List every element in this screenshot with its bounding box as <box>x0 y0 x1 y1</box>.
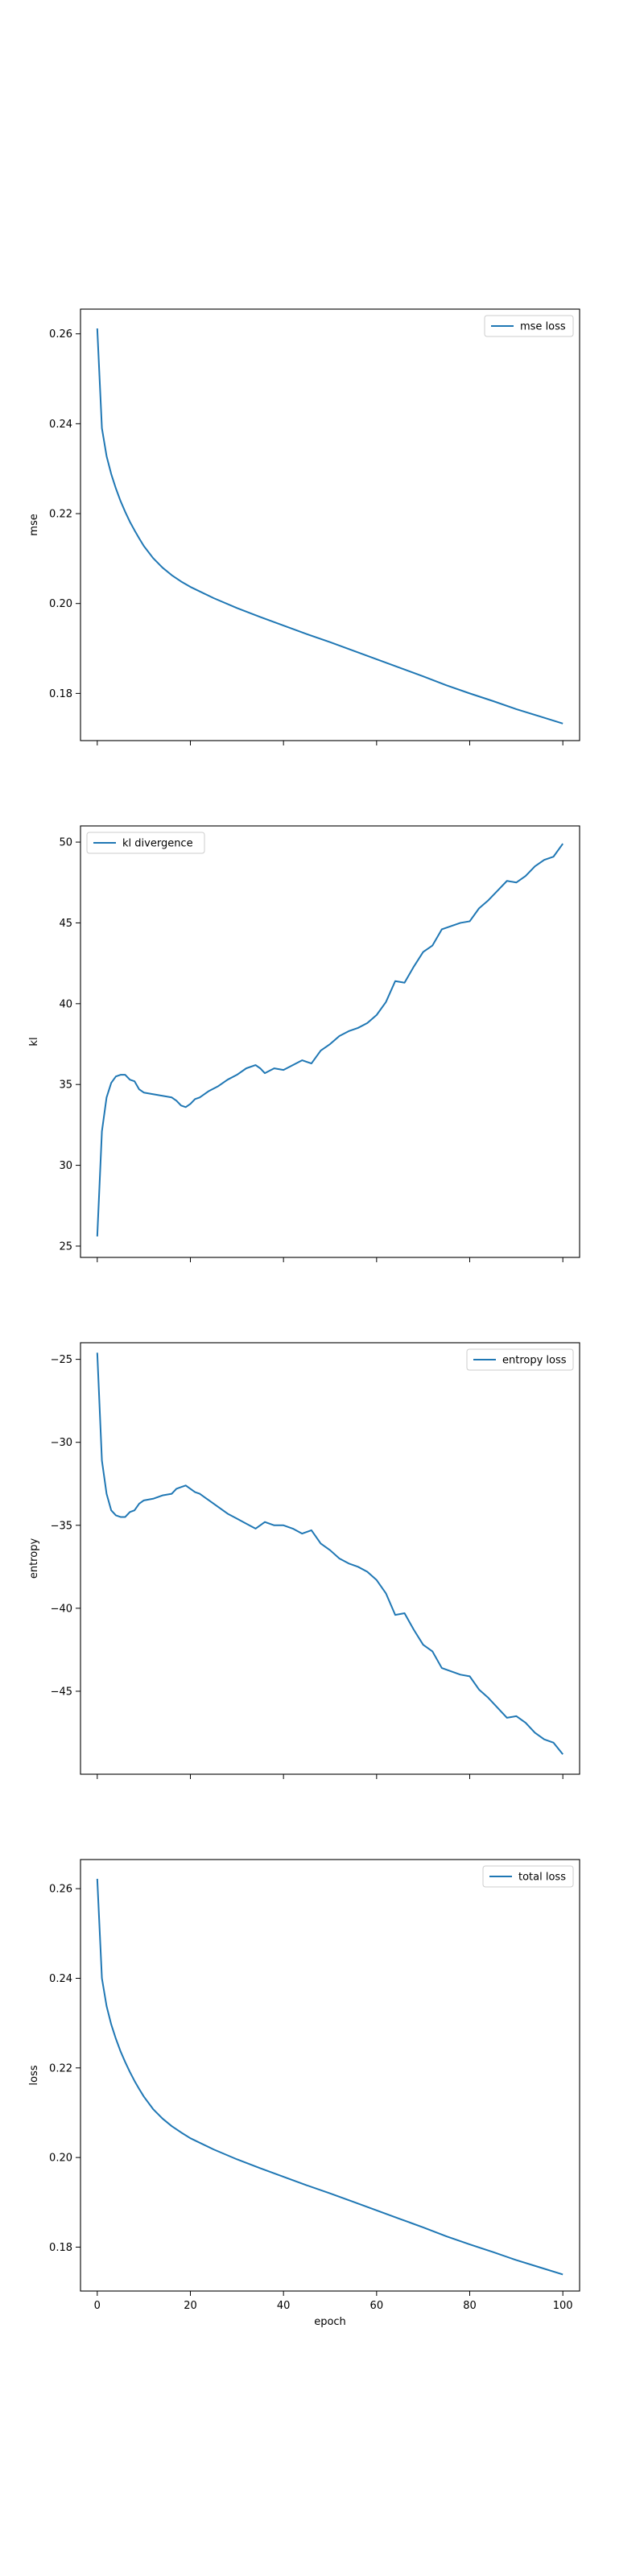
x-tick-label: 40 <box>277 2300 291 2312</box>
legend: mse loss <box>484 315 574 337</box>
legend-box <box>484 315 574 337</box>
subplot-4: 0 20 40 60 80 100 0.18 0.20 0.22 0.24 0.26 loss epoc… <box>28 1859 580 2328</box>
series-line-1 <box>96 328 564 724</box>
x-tick-label: 20 <box>184 2300 197 2312</box>
y-tick-label: 50 <box>59 837 72 849</box>
y-axis-title: kl <box>28 1037 40 1046</box>
y-tick-label: −35 <box>51 1520 72 1532</box>
axes-frame <box>80 825 580 1258</box>
y-tick-label: 25 <box>59 1241 72 1253</box>
legend: entropy loss <box>466 1348 574 1371</box>
legend-box <box>482 1865 574 1888</box>
y-tick-label: 0.26 <box>49 328 72 341</box>
x-tick-label: 0 <box>94 2300 101 2312</box>
y-tick-label: 0.22 <box>49 2062 72 2074</box>
x-tick-label: 60 <box>370 2300 384 2312</box>
subplot-1: 0.18 0.20 0.22 0.24 0.26 mse mse loss <box>28 308 580 745</box>
legend-box <box>86 832 205 854</box>
axes-frame <box>80 308 580 741</box>
y-tick-label: 45 <box>59 918 72 930</box>
legend-label: kl divergence <box>122 838 193 850</box>
y-tick-label: 0.18 <box>49 688 72 700</box>
y-tick-label: −25 <box>51 1354 72 1366</box>
legend-label: total loss <box>518 1872 566 1884</box>
legend: kl divergence <box>86 832 205 854</box>
legend-label: entropy loss <box>502 1355 567 1367</box>
y-tick-label: 0.22 <box>49 509 72 521</box>
series-line-1 <box>96 1352 564 1755</box>
y-tick-label: 0.20 <box>49 2153 72 2165</box>
legend-label: mse loss <box>520 321 566 333</box>
y-tick-label: −45 <box>51 1686 72 1698</box>
axes-frame <box>80 1859 580 2292</box>
y-tick-label: −40 <box>51 1603 72 1615</box>
y-tick-label: 30 <box>59 1160 72 1172</box>
subplot-2: 25 30 35 40 45 50 kl kl divergence <box>28 825 580 1262</box>
x-axis-title: epoch <box>314 2316 346 2328</box>
y-tick-label: 0.20 <box>49 598 72 610</box>
legend: total loss <box>482 1865 574 1888</box>
y-tick-label: 35 <box>59 1080 72 1092</box>
y-tick-label: 40 <box>59 998 72 1010</box>
y-tick-label: 0.26 <box>49 1884 72 1896</box>
y-tick-label: 0.18 <box>49 2242 72 2254</box>
series-line-1 <box>96 843 564 1236</box>
y-tick-label: −30 <box>51 1437 72 1449</box>
y-axis-title: mse <box>28 514 40 535</box>
x-tick-label: 80 <box>463 2300 477 2312</box>
x-tick-label: 100 <box>553 2300 573 2312</box>
series-line-1 <box>96 1878 564 2276</box>
y-tick-label: 0.24 <box>49 1973 72 1985</box>
y-axis-title: loss <box>28 2065 40 2085</box>
axes-frame <box>80 1342 580 1775</box>
subplot-3: −45 −40 −35 −30 −25 entropy entropy loss <box>28 1342 580 1779</box>
y-tick-label: 0.24 <box>49 419 72 431</box>
y-axis-title: entropy <box>28 1538 40 1579</box>
legend-box <box>466 1348 574 1371</box>
